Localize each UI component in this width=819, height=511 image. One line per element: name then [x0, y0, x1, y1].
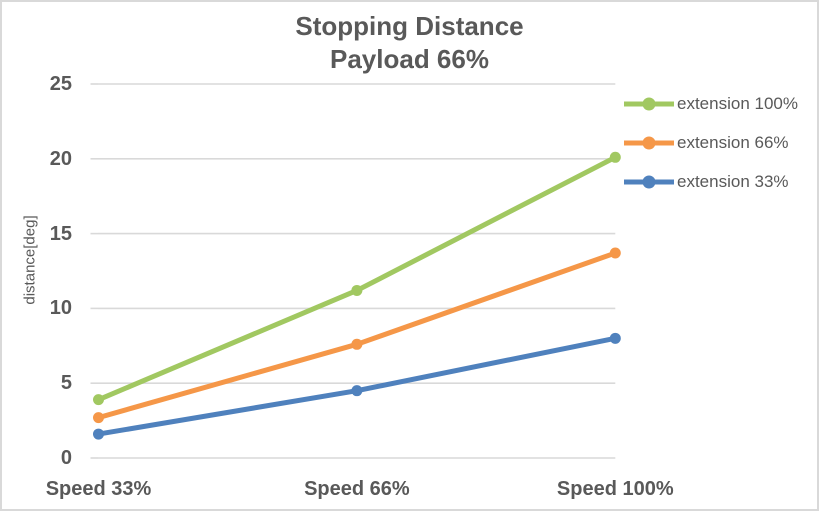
data-point-extension-100: [93, 394, 104, 406]
data-point-extension-33: [93, 428, 104, 440]
chart-title-line1: Stopping Distance: [295, 11, 524, 41]
data-point-extension-66: [609, 247, 621, 259]
data-point-extension-100: [609, 151, 621, 163]
data-point-extension-33: [609, 332, 621, 344]
data-point-extension-100: [351, 284, 363, 296]
chart-title: Stopping Distance Payload 66%: [2, 10, 817, 76]
data-point-extension-33: [351, 385, 363, 397]
data-point-extension-66: [93, 412, 104, 424]
chart-title-line2: Payload 66%: [330, 44, 489, 74]
data-point-extension-66: [351, 338, 363, 350]
